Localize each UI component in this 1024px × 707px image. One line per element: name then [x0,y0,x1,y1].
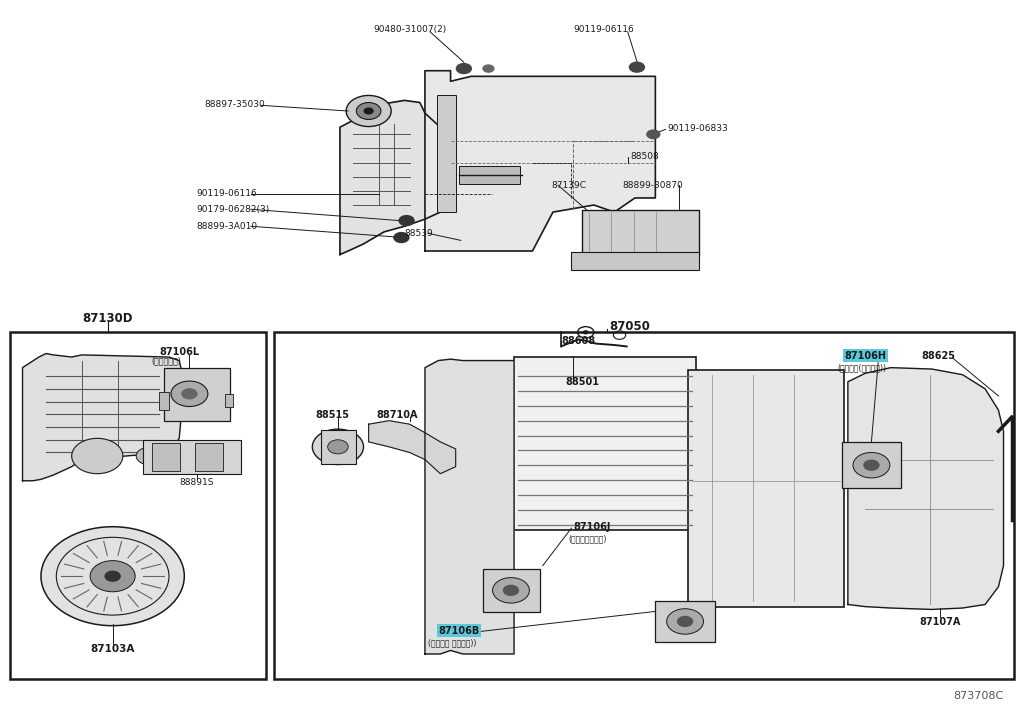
Bar [10,332,266,679]
Bar [514,357,696,530]
Text: 873708C: 873708C [953,691,1004,701]
Circle shape [629,62,645,73]
Polygon shape [425,359,514,654]
Text: (吹き出し口切替): (吹き出し口切替) [568,534,606,543]
Circle shape [853,452,890,478]
Circle shape [41,527,184,626]
Circle shape [90,561,135,592]
Text: 87106L: 87106L [160,347,200,357]
Circle shape [583,330,589,334]
Circle shape [863,460,880,471]
Polygon shape [369,421,456,474]
Circle shape [364,107,374,115]
Bar [195,443,223,471]
Text: 90480-31007(2): 90480-31007(2) [374,25,447,34]
Circle shape [456,63,472,74]
Circle shape [503,585,519,596]
Text: 88897-35030: 88897-35030 [205,100,265,109]
Text: 88899-3A010: 88899-3A010 [197,222,258,230]
Bar [842,442,901,488]
Bar [582,210,699,256]
Text: 87103A: 87103A [90,644,135,654]
Text: 88515: 88515 [315,410,349,420]
Circle shape [104,571,121,582]
Circle shape [312,429,364,464]
Circle shape [482,64,495,73]
Polygon shape [425,71,655,251]
Circle shape [677,616,693,627]
Circle shape [72,438,123,474]
Text: 87130D: 87130D [82,312,133,325]
Circle shape [136,448,161,464]
Polygon shape [340,100,440,255]
Text: 90179-06282(3): 90179-06282(3) [197,205,270,214]
Circle shape [646,129,660,139]
Bar [459,166,520,184]
Text: 90119-06116: 90119-06116 [197,189,257,198]
Text: 90119-06833: 90119-06833 [668,124,728,133]
Bar [437,95,456,212]
Text: 87107A: 87107A [920,617,961,627]
Text: 88899-30870: 88899-30870 [623,181,683,189]
Bar [321,430,356,464]
Text: 87106B: 87106B [438,626,479,636]
Bar [225,394,233,407]
Text: 88539: 88539 [404,229,433,238]
Text: 88501: 88501 [565,377,599,387]
Circle shape [667,609,703,634]
Circle shape [493,578,529,603]
Text: 87106J: 87106J [573,522,610,532]
Circle shape [393,232,410,243]
Circle shape [356,103,381,119]
Circle shape [346,95,391,127]
Text: 87050: 87050 [609,320,650,333]
Bar [688,370,844,607]
Circle shape [171,381,208,407]
Polygon shape [23,354,184,481]
Circle shape [328,440,348,454]
Bar [164,368,230,421]
Circle shape [398,215,415,226]
Text: 87106H: 87106H [845,351,887,361]
Bar [655,601,715,642]
Bar [152,443,180,471]
Bar [571,252,699,270]
Text: (内外気切替): (内外気切替) [152,356,181,365]
Bar [483,569,540,612]
Text: 88891S: 88891S [179,478,214,486]
Polygon shape [848,368,1004,609]
Bar [274,332,1014,679]
Text: 88710A: 88710A [377,410,419,420]
Text: 88608: 88608 [561,336,595,346]
Bar [143,440,241,474]
Text: 87139C: 87139C [551,181,586,189]
Text: 88625: 88625 [922,351,955,361]
Bar [159,392,169,410]
Text: 90119-06116: 90119-06116 [573,25,634,34]
Circle shape [181,388,198,399]
Text: (温度調整 勤手席側)): (温度調整 勤手席側)) [428,638,476,647]
Text: (温度調整(運転席側)): (温度調整(運転席側)) [838,363,887,372]
Text: 88508: 88508 [631,153,659,161]
